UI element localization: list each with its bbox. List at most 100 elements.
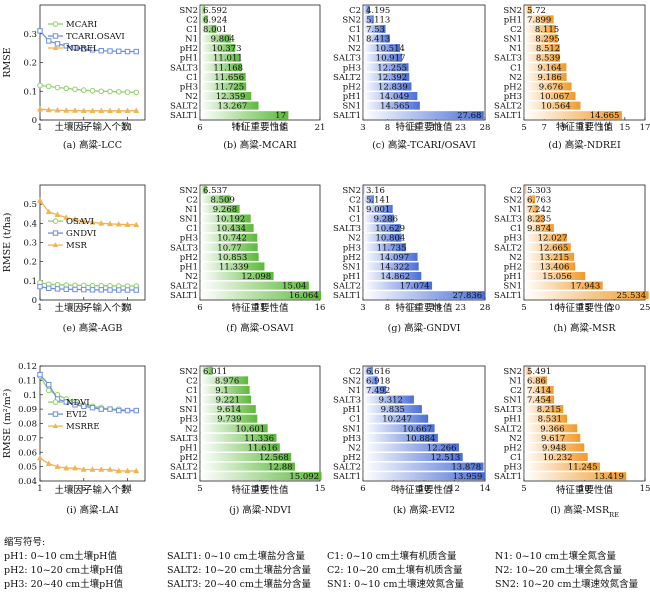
category-label: SALT2 [170,463,198,473]
abbreviation-notes: 缩写符号: pH1: 0~10 cm土壤pH值 SALT1: 0~10 cm土壤… [4,536,644,592]
category-label: pH1 [504,272,522,282]
category-label: pH2 [504,443,522,453]
category-label: SN2 [179,367,198,377]
data-point [133,287,139,293]
category-label: pH1 [180,54,198,64]
x-tick-label: 7 [541,123,546,133]
x-tick-label: 14 [480,484,491,494]
bar [200,195,231,204]
category-label: pH3 [504,234,522,244]
x-tick-label: 6 [197,123,202,133]
x-tick-label: 17 [640,123,650,133]
chart-panel-6: 6 11 16 特征重要性值 (f) 高粱-OSAVI SN2 6.537 C2 8.509 N1… [170,184,325,334]
bar [524,82,572,91]
bar [524,195,536,204]
bar [363,24,386,33]
value-label: 5.141 [366,195,390,205]
bar [200,472,322,481]
data-point [124,407,131,414]
value-label: 15.056 [542,272,572,282]
panel-caption: (c) 高粱-TCARI/OSAVI [372,139,476,151]
x-axis-label: 特征重要性值 [231,121,289,133]
category-label: C2 [186,195,198,205]
value-label: 8.539 [536,54,560,64]
y-tick-label: 0.4 [23,219,37,229]
data-point [89,87,96,94]
value-label: 10.192 [216,215,246,225]
category-label: C1 [349,415,361,425]
x-tick-label: 1 [37,484,42,494]
bar [524,44,560,53]
bar [200,272,274,281]
value-label: 27.836 [452,291,482,301]
bar [524,453,588,462]
chart-panel-1: 0 0.1 0.2 0.3 1 6 11 RMSE 土壤因子输入个数 (a) 高粱-LCC MCAR… [2,4,146,151]
value-label: 12.392 [377,73,407,83]
category-label: N2 [348,234,361,244]
panel-caption: (i) 高粱-LAI [66,504,119,516]
x-tick-label: 15 [640,484,650,494]
data-point [98,220,105,226]
x-tick-label: 11 [122,303,133,313]
x-tick-label: 10 [419,484,430,494]
data-point [116,287,122,293]
category-label: SN1 [503,396,522,406]
data-point [46,381,52,388]
x-tick-label: 6 [81,303,86,313]
chart-panel-3: 3 8 13 18 23 28 特征重要性值 (c) 高粱-TCARI/OSAVI C2 4.19… [333,4,490,151]
category-label: C2 [510,186,522,196]
category-label: SN1 [342,262,361,272]
category-label: SALT1 [170,472,198,482]
bar [200,224,254,233]
category-label: SN1 [179,215,198,225]
data-point [98,48,104,54]
category-label: pH3 [180,82,198,92]
x-tick-label: 6 [81,484,86,494]
y-tick-label: 0 [32,116,37,126]
category-label: SALT3 [494,405,522,415]
bar [363,44,401,53]
bar [363,72,410,81]
value-label: 17.074 [400,282,430,292]
data-point [46,38,52,44]
chart-panel-9: 0.04 0.05 0.06 0.07 0.08 0.09 0.1 0.11 0.12 1 6 11 R… [2,362,146,516]
x-tick-label: 16 [275,123,286,133]
x-tick-label: 1 [37,123,42,133]
notes-title: 缩写符号: [4,537,46,548]
category-label: pH3 [180,234,198,244]
value-label: 8.235 [527,215,551,225]
data-point [81,403,87,409]
note-sn2: SN2: 10~20 cm土壤速效氮含量 [495,579,639,590]
value-label: 11.336 [244,434,274,444]
bar [363,462,484,471]
chart-panel-10: 5 10 15 特征重要性值 (j) 高粱-NDVI SN2 6.011 C2 8.976 C1 9… [170,365,326,516]
value-label: 10.884 [406,434,436,444]
category-label: SALT2 [494,102,522,112]
y-tick-label: 0.2 [23,258,37,268]
bar [200,44,236,53]
data-point [37,283,43,290]
bar [200,233,258,242]
bar [524,233,567,242]
x-tick-label: 25 [640,303,650,313]
value-label: 10.564 [541,102,571,112]
bar [363,111,484,120]
category-label: C2 [349,195,361,205]
value-label: 11.168 [213,63,243,73]
category-label: pH2 [343,253,361,263]
bar [363,233,402,242]
bar [200,424,268,433]
data-point [133,467,140,474]
category-label: pH2 [180,44,198,54]
bar [524,63,567,72]
value-label: 10.742 [217,234,247,244]
category-label: SN2 [503,367,522,377]
x-tick-label: 15 [315,484,326,494]
series-line-gndvi [39,285,137,291]
x-tick-label: 23 [455,303,466,313]
data-point [46,285,52,292]
chart-panel-11: 6 8 10 12 14 特征重要性值 (k) 高粱-EVI2 C2 6.616 SN2 6.918… [333,365,491,516]
bar [200,53,241,62]
category-label: pH3 [180,415,198,425]
bar [200,5,206,14]
